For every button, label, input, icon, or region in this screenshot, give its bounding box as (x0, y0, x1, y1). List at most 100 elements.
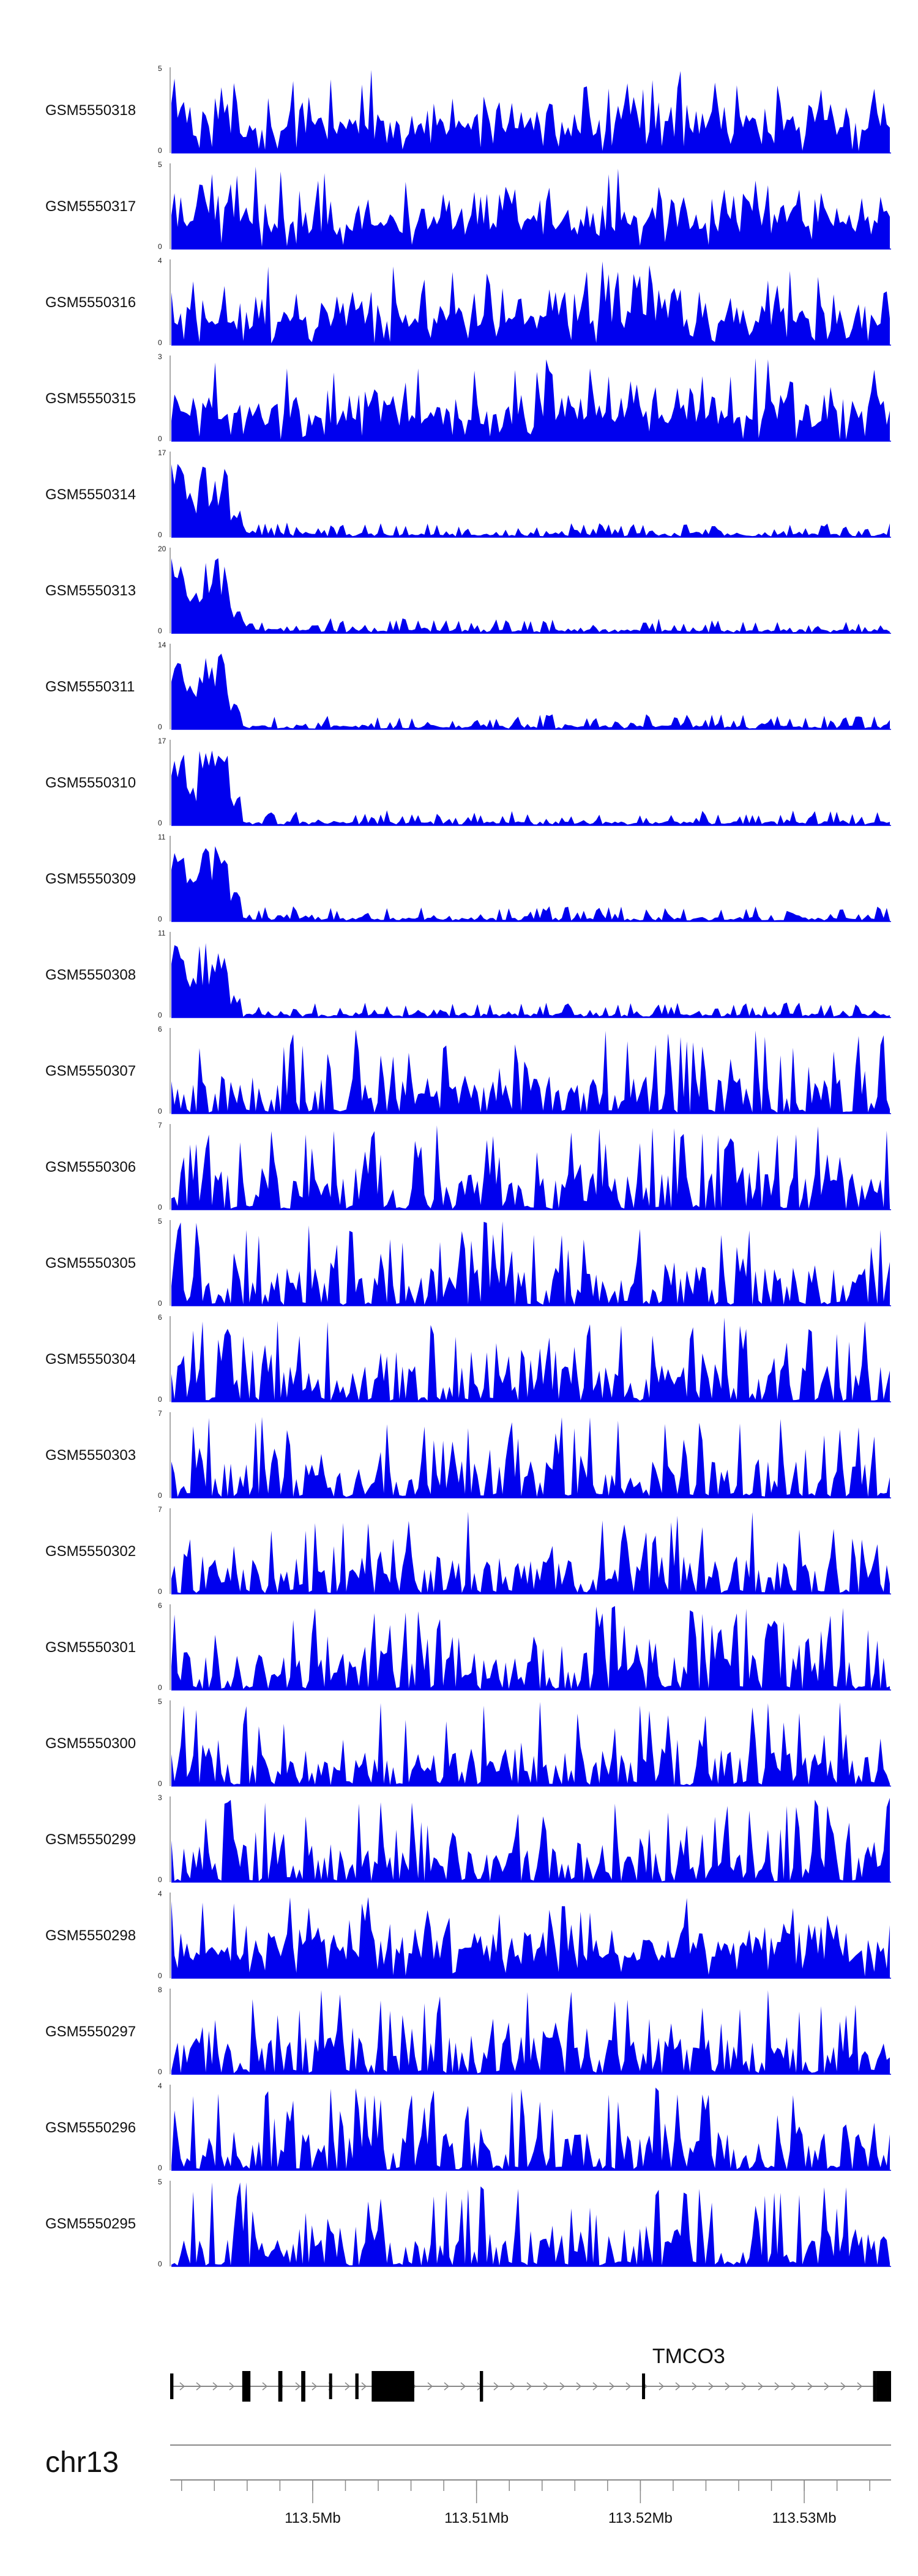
track-label: GSM5550308 (45, 967, 136, 983)
coverage-area (171, 1798, 890, 1882)
track-ymin-label: 0 (158, 1779, 162, 1788)
track-ymin-label: 0 (158, 1971, 162, 1980)
track-ymax-label: 20 (158, 545, 166, 553)
coverage-track-GSM5550304: GSM5550304 6 0 (45, 1313, 891, 1404)
coverage-track-GSM5550296: GSM5550296 4 0 (45, 2082, 891, 2172)
coverage-track-GSM5550317: GSM5550317 5 0 (45, 160, 891, 251)
coverage-area (171, 358, 890, 441)
strand-chevron (576, 2382, 582, 2391)
exon (642, 2373, 646, 2399)
coverage-track-GSM5550297: GSM5550297 8 0 (45, 1986, 891, 2076)
track-ymax-label: 5 (158, 160, 162, 169)
track-ymin-label: 0 (158, 242, 162, 251)
track-ymin-label: 0 (158, 1299, 162, 1308)
track-ymax-label: 5 (158, 1217, 162, 1226)
coverage-track-GSM5550307: GSM5550307 6 0 (45, 1025, 891, 1115)
coverage-track-GSM5550314: GSM5550314 17 0 (45, 449, 891, 539)
coverage-track-GSM5550313: GSM5550313 20 0 (45, 545, 891, 635)
strand-chevron (592, 2382, 599, 2391)
strand-chevron (196, 2382, 202, 2391)
track-ymin-label: 0 (158, 2260, 162, 2268)
track-label: GSM5550299 (45, 1831, 136, 1848)
coverage-track-GSM5550309: GSM5550309 11 0 (45, 833, 891, 923)
strand-chevron (427, 2382, 433, 2391)
strand-chevron (179, 2382, 185, 2391)
coverage-track-GSM5550305: GSM5550305 5 0 (45, 1217, 891, 1308)
track-label: GSM5550296 (45, 2120, 136, 2136)
exon (170, 2373, 174, 2399)
track-label: GSM5550309 (45, 871, 136, 887)
coverage-area (171, 1317, 890, 1402)
track-label: GSM5550316 (45, 294, 136, 311)
coverage-area (171, 1990, 890, 2074)
track-ymax-label: 6 (158, 1601, 162, 1610)
track-ymin-label: 0 (158, 1203, 162, 1212)
strand-chevron (262, 2382, 268, 2391)
genome-axis: chr13 113.5Mb 113.51Mb 113.52Mb 113.53Mb (45, 2444, 891, 2526)
exon (301, 2371, 305, 2402)
track-label: GSM5550310 (45, 775, 136, 791)
strand-chevron (559, 2382, 565, 2391)
exon (873, 2371, 876, 2402)
coverage-track-GSM5550298: GSM5550298 4 0 (45, 1889, 891, 1980)
coverage-tracks: GSM555031850GSM555031750GSM555031640GSM5… (45, 64, 891, 2268)
coverage-area (171, 1029, 890, 1114)
strand-chevron (758, 2382, 764, 2391)
strand-chevron (857, 2382, 863, 2391)
coverage-area (171, 261, 890, 345)
strand-chevron (824, 2382, 830, 2391)
coverage-area (171, 1511, 890, 1594)
strand-chevron (229, 2382, 235, 2391)
coverage-track-GSM5550311: GSM5550311 14 0 (45, 641, 891, 731)
coverage-area (171, 846, 890, 921)
track-ymax-label: 7 (158, 1121, 162, 1130)
track-label: GSM5550305 (45, 1255, 136, 1271)
track-label: GSM5550317 (45, 198, 136, 215)
coverage-area (171, 464, 890, 537)
coverage-track-GSM5550300: GSM5550300 5 0 (45, 1697, 891, 1788)
coverage-area (171, 2182, 890, 2266)
track-ymin-label: 0 (158, 1587, 162, 1596)
track-ymin-label: 0 (158, 915, 162, 923)
strand-chevron (659, 2382, 665, 2391)
strand-chevron (493, 2382, 499, 2391)
track-label: GSM5550306 (45, 1159, 136, 1175)
track-ymin-label: 0 (158, 819, 162, 827)
coverage-track-GSM5550295: GSM5550295 5 0 (45, 2178, 891, 2268)
coverage-track-GSM5550302: GSM5550302 7 0 (45, 1505, 891, 1596)
strand-chevron (212, 2382, 218, 2391)
exon (278, 2371, 283, 2402)
strand-chevron (725, 2382, 731, 2391)
track-label: GSM5550301 (45, 1639, 136, 1656)
track-ymin-label: 0 (158, 1395, 162, 1404)
x-tick-label: 113.5Mb (285, 2510, 341, 2526)
track-ymax-label: 8 (158, 1986, 162, 1994)
coverage-area (171, 943, 890, 1018)
coverage-area (171, 1416, 890, 1498)
track-ymax-label: 5 (158, 64, 162, 73)
track-ymin-label: 0 (158, 434, 162, 443)
exon (355, 2373, 359, 2399)
track-label: GSM5550314 (45, 486, 136, 503)
track-ymax-label: 5 (158, 2178, 162, 2186)
x-tick-label: 113.52Mb (608, 2510, 673, 2526)
strand-chevron (295, 2382, 301, 2391)
coverage-track-GSM5550301: GSM5550301 6 0 (45, 1601, 891, 1692)
track-ymax-label: 11 (158, 929, 166, 937)
track-ymax-label: 4 (158, 2082, 162, 2090)
track-ymax-label: 17 (158, 737, 166, 745)
track-ymin-label: 0 (158, 2068, 162, 2076)
strand-chevron (791, 2382, 797, 2391)
track-label: GSM5550300 (45, 1735, 136, 1752)
x-tick-label: 113.53Mb (772, 2510, 837, 2526)
track-ymax-label: 5 (158, 1697, 162, 1706)
track-ymax-label: 6 (158, 1025, 162, 1033)
strand-chevron (840, 2382, 846, 2391)
coverage-area (171, 1606, 890, 1690)
strand-chevron (361, 2382, 367, 2391)
strand-chevron (312, 2382, 318, 2391)
exon (329, 2373, 332, 2399)
coverage-track-GSM5550306: GSM5550306 7 0 (45, 1121, 891, 1212)
